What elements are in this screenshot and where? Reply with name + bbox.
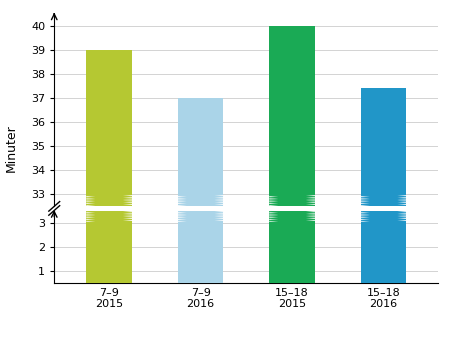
Polygon shape [360,212,369,213]
Polygon shape [269,199,278,201]
Polygon shape [177,217,186,218]
Polygon shape [269,201,278,202]
Polygon shape [86,196,95,197]
Polygon shape [177,212,186,213]
Polygon shape [214,216,223,217]
Polygon shape [360,196,369,197]
Polygon shape [360,88,405,206]
Polygon shape [177,195,223,206]
Polygon shape [214,204,223,205]
Polygon shape [86,195,132,206]
Polygon shape [269,211,314,283]
Polygon shape [177,221,186,222]
Polygon shape [305,220,314,221]
Polygon shape [123,211,132,212]
Polygon shape [86,219,95,220]
Polygon shape [396,202,405,203]
Polygon shape [86,221,95,222]
Polygon shape [360,211,405,283]
Polygon shape [177,98,223,206]
Polygon shape [214,211,223,212]
Polygon shape [269,205,278,206]
Polygon shape [360,205,369,206]
Polygon shape [214,214,223,216]
Polygon shape [123,197,132,198]
Polygon shape [360,199,369,201]
Polygon shape [177,205,186,206]
Polygon shape [269,221,278,222]
Polygon shape [269,26,314,206]
Polygon shape [86,199,95,201]
Polygon shape [360,203,369,204]
Polygon shape [305,216,314,217]
Polygon shape [86,217,95,218]
Polygon shape [269,212,278,213]
Polygon shape [305,213,314,214]
Polygon shape [177,203,186,204]
Polygon shape [269,211,314,222]
Polygon shape [86,211,132,222]
Polygon shape [305,197,314,198]
Polygon shape [214,197,223,198]
Polygon shape [396,216,405,217]
Polygon shape [396,214,405,216]
Polygon shape [396,211,405,212]
Polygon shape [360,217,369,218]
Polygon shape [360,221,369,222]
Polygon shape [360,201,369,202]
Polygon shape [269,217,278,218]
Polygon shape [123,198,132,199]
Polygon shape [177,199,186,201]
Polygon shape [396,213,405,214]
Polygon shape [396,198,405,199]
Polygon shape [177,201,186,202]
Polygon shape [360,219,369,220]
Polygon shape [123,204,132,205]
Polygon shape [214,218,223,219]
Polygon shape [177,196,186,197]
Polygon shape [269,195,314,206]
Polygon shape [269,219,278,220]
Polygon shape [305,218,314,219]
Polygon shape [177,211,223,222]
Polygon shape [86,203,95,204]
Polygon shape [214,213,223,214]
Polygon shape [214,195,223,196]
Polygon shape [305,202,314,203]
Polygon shape [360,211,405,222]
Polygon shape [86,212,95,213]
Polygon shape [305,214,314,216]
Polygon shape [86,205,95,206]
Polygon shape [177,211,223,283]
Polygon shape [305,198,314,199]
Polygon shape [123,216,132,217]
Polygon shape [123,218,132,219]
Polygon shape [214,202,223,203]
Polygon shape [305,204,314,205]
Polygon shape [396,204,405,205]
Polygon shape [214,198,223,199]
Polygon shape [269,196,278,197]
Polygon shape [177,219,186,220]
Polygon shape [305,211,314,212]
Polygon shape [86,211,132,283]
Polygon shape [305,195,314,196]
Polygon shape [396,195,405,196]
Polygon shape [123,202,132,203]
Polygon shape [123,214,132,216]
Polygon shape [396,197,405,198]
Polygon shape [123,220,132,221]
Polygon shape [86,50,132,206]
Polygon shape [269,203,278,204]
Polygon shape [123,195,132,196]
Text: Minuter: Minuter [5,124,18,172]
Polygon shape [396,220,405,221]
Polygon shape [360,195,405,206]
Polygon shape [396,218,405,219]
Polygon shape [86,201,95,202]
Polygon shape [123,213,132,214]
Polygon shape [214,220,223,221]
